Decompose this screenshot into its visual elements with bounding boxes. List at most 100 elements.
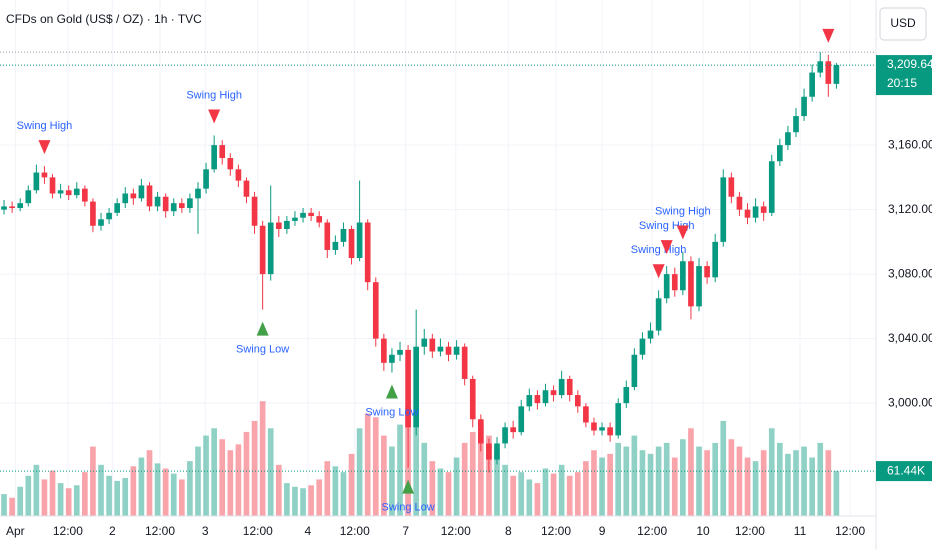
x-tick-label: 11 (794, 524, 807, 538)
candle-body (566, 378, 573, 396)
y-tick-label: 3,080.000 (888, 266, 932, 280)
candle-body (275, 222, 282, 229)
candle-body (33, 172, 40, 191)
candle-body (453, 346, 460, 355)
currency-button[interactable] (879, 7, 927, 41)
x-tick-label: 9 (599, 524, 606, 538)
volume-bar (623, 446, 630, 516)
volume-bar (292, 486, 298, 516)
candle-body (777, 145, 783, 162)
candle-body (599, 427, 605, 431)
volume-bar (494, 453, 500, 516)
volume-bar (219, 439, 226, 516)
volume-bar (389, 446, 395, 516)
x-tick-label: 12:00 (441, 524, 471, 538)
volume-bar (251, 420, 258, 516)
candle-body (623, 387, 630, 404)
volume-bar (583, 461, 589, 516)
candle-body (704, 266, 710, 278)
volume-bar (809, 457, 815, 516)
volume-bar (82, 472, 88, 516)
volume-bar (284, 483, 290, 516)
candle-body (17, 203, 24, 209)
candle-body (413, 346, 420, 428)
candle-body (219, 145, 226, 159)
candle-body (736, 196, 743, 210)
candle-body (550, 390, 557, 396)
y-tick-label: 3,120.000 (888, 202, 932, 216)
candle-body (526, 395, 533, 407)
volume-bar (510, 475, 516, 516)
candle-body (65, 190, 72, 196)
x-tick-label: 12:00 (53, 524, 83, 538)
swing-low-marker (385, 384, 398, 399)
candle-body (178, 203, 185, 209)
candle-body (534, 395, 541, 404)
x-tick-label: Apr (6, 524, 25, 538)
volume-bar (437, 468, 444, 516)
candle-body (138, 185, 145, 199)
volume-bar (65, 488, 72, 516)
volume-bar (486, 435, 492, 516)
volume-bar (90, 446, 96, 516)
candle-body (211, 145, 217, 170)
swing-high-label: Swing High (186, 89, 242, 101)
candle-body (324, 222, 331, 250)
volume-bar (203, 435, 209, 516)
volume-bar (1, 494, 7, 516)
candle-body (235, 169, 242, 181)
volume-bar (154, 463, 161, 516)
candle-body (494, 443, 500, 460)
volume-bar (445, 472, 452, 516)
candle-body (607, 427, 613, 436)
candle-body (728, 177, 735, 197)
candle-body (90, 201, 96, 226)
volume-bar (752, 461, 759, 516)
volume-bar (696, 446, 702, 516)
volume-bar (469, 431, 476, 516)
volume-bar (413, 420, 420, 516)
candle-body (9, 206, 15, 209)
volume-bar (574, 472, 581, 516)
volume-bar (534, 483, 541, 516)
x-tick-label: 10 (696, 524, 710, 538)
volume-bar (146, 450, 153, 516)
volume-bar (429, 461, 436, 516)
x-tick-label: 12:00 (835, 524, 865, 538)
swing-high-marker (676, 225, 689, 240)
candle-body (833, 65, 840, 84)
volume-bar (162, 468, 169, 516)
volume-bar (17, 486, 24, 516)
volume-bar (785, 453, 791, 516)
volume-bar (704, 450, 710, 516)
candle-body (752, 206, 759, 218)
swing-high-marker (822, 28, 835, 43)
candle-body (801, 96, 807, 117)
candle-body (251, 196, 258, 226)
last-price-box (876, 55, 932, 96)
candle-body (631, 354, 638, 387)
candle-body (381, 338, 387, 363)
volume-bar (332, 466, 339, 516)
candle-body (114, 203, 121, 213)
candle-body (768, 161, 775, 213)
swing-high-label: Swing High (17, 120, 73, 132)
volume-bar (57, 483, 64, 516)
x-tick-label: 12:00 (637, 524, 667, 538)
x-tick-label: 12:00 (340, 524, 370, 538)
y-tick-label: 3,040.000 (888, 331, 932, 345)
volume-bar (73, 485, 80, 516)
candle-body (486, 443, 492, 460)
candle-body (154, 196, 161, 207)
candle-body (518, 406, 525, 433)
currency[interactable]: USD (890, 16, 916, 30)
volume-bar (453, 457, 460, 516)
volume-bar (639, 450, 646, 516)
volume-bar (243, 431, 250, 516)
candle-body (49, 177, 56, 194)
x-tick-label: 2 (109, 524, 116, 538)
x-tick-label: 12:00 (243, 524, 273, 538)
volume-bar (671, 457, 678, 516)
volume-bar (655, 446, 662, 516)
swing-high-label: Swing High (655, 205, 711, 217)
